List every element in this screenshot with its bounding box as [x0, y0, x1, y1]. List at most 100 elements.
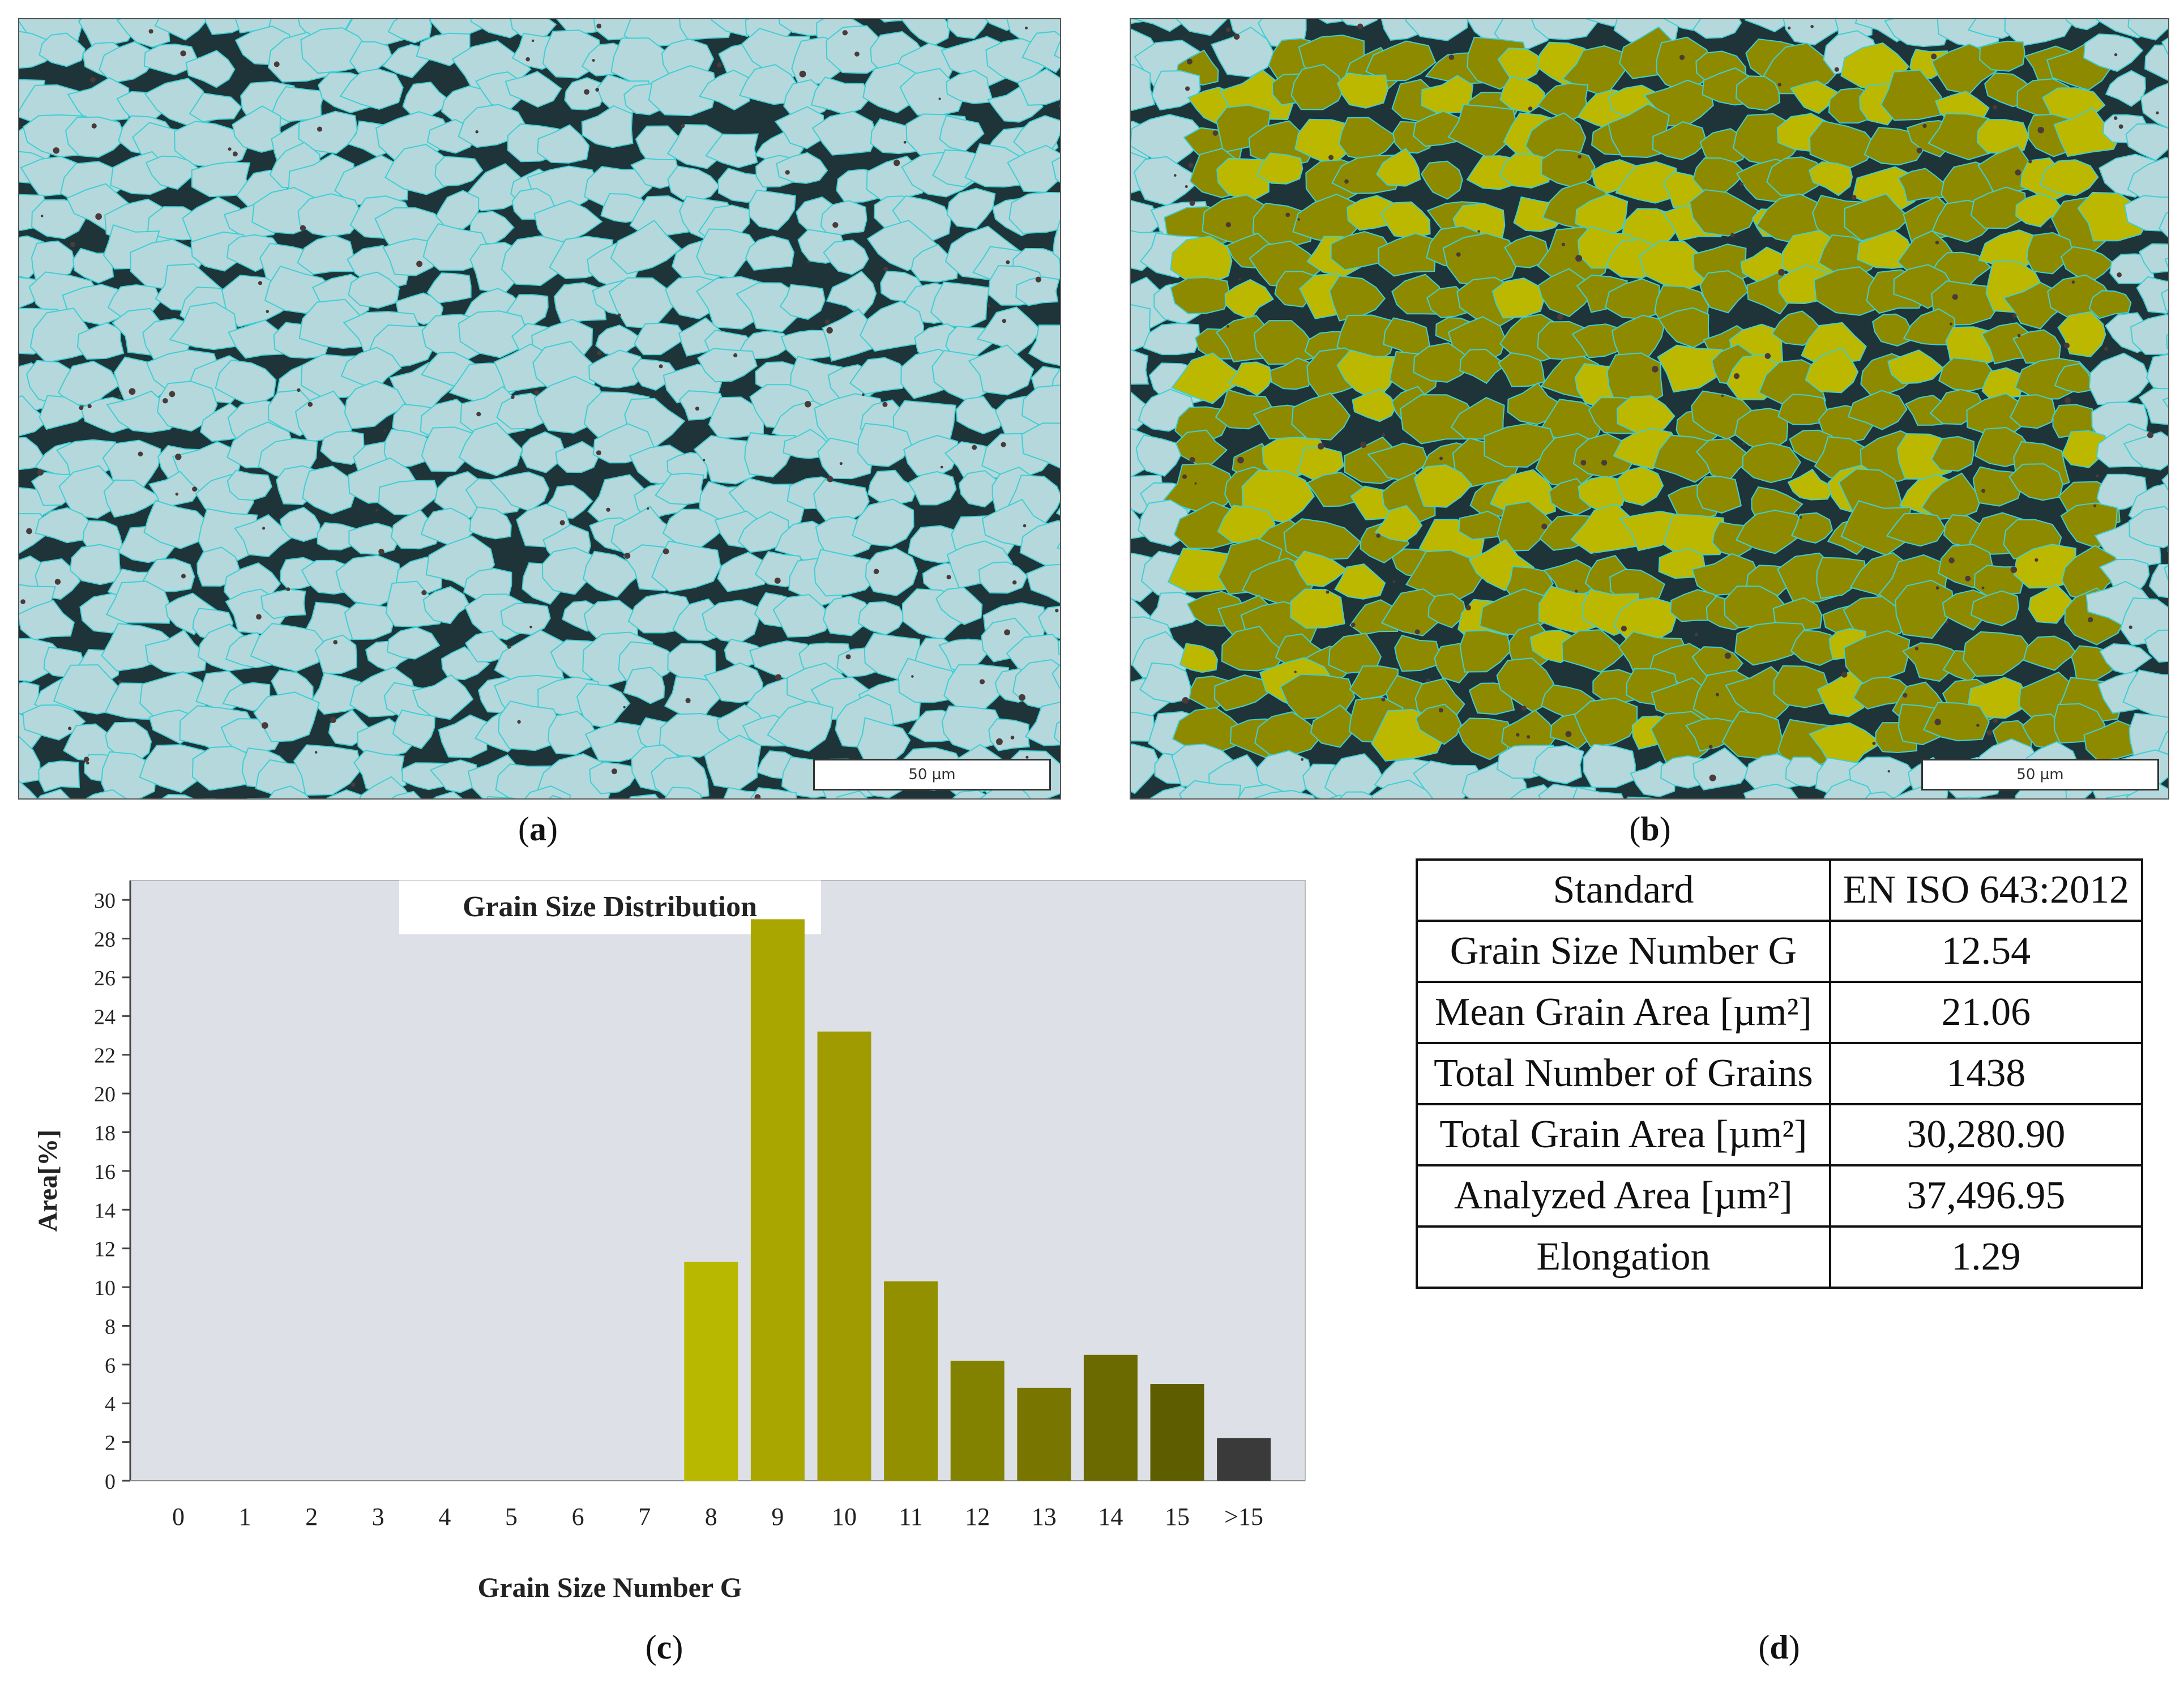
x-tick-label: 4	[438, 1503, 451, 1531]
inclusion-dot	[1477, 230, 1481, 233]
grain	[1853, 676, 1912, 710]
grain	[2138, 243, 2168, 274]
inclusion-dot	[1189, 457, 1195, 463]
inclusion-dot	[804, 400, 811, 408]
grain	[1135, 434, 1182, 477]
grain	[2157, 730, 2168, 755]
grain	[576, 683, 631, 729]
grain	[537, 124, 590, 164]
grain	[1605, 278, 1661, 320]
inclusion-dot	[1931, 53, 1937, 59]
inclusion-dot	[95, 213, 102, 220]
grain	[2083, 33, 2144, 72]
grain	[1657, 307, 1709, 348]
grain	[1413, 342, 1474, 383]
grain	[1352, 388, 1397, 422]
caption-d-letter: d	[1770, 1629, 1789, 1666]
grain	[1898, 703, 1941, 746]
grain	[1790, 630, 1838, 666]
grain	[501, 235, 567, 287]
inclusion-dot	[733, 353, 738, 358]
inclusion-dot	[1012, 580, 1017, 585]
grain	[1689, 189, 1759, 237]
grain	[634, 322, 687, 356]
inclusion-dot	[228, 147, 232, 151]
grain	[772, 593, 834, 638]
inclusion-dot	[946, 575, 951, 580]
grain	[1570, 503, 1638, 554]
grain	[1572, 787, 1624, 798]
bar-14	[1083, 1354, 1138, 1481]
grain	[1052, 664, 1060, 690]
inclusion-dot	[1935, 240, 1939, 245]
grain	[1959, 796, 1973, 798]
table-label-cell: Standard	[1416, 858, 1831, 922]
grain	[2161, 288, 2168, 313]
inclusion-dot	[2037, 126, 2044, 134]
grain	[1459, 630, 1511, 673]
grain	[1053, 721, 1060, 744]
inclusion-dot	[827, 476, 834, 482]
inclusion-dot	[511, 395, 515, 399]
grain	[1805, 347, 1859, 394]
grain-statistics-table: Standard EN ISO 643:2012 Grain Size Number…	[1416, 858, 2144, 1289]
inclusion-dot	[987, 304, 990, 307]
grain	[693, 435, 762, 485]
inclusion-dot	[1934, 719, 1941, 725]
table-row: Analyzed Area [µm²] 37,496.95	[1416, 1164, 2144, 1228]
grain	[348, 522, 401, 555]
grain	[1179, 643, 1219, 673]
grain	[564, 77, 605, 110]
grain	[185, 50, 236, 88]
inclusion-dot	[1285, 212, 1290, 217]
grain	[1735, 75, 1781, 111]
inclusion-dot	[2114, 53, 2118, 57]
grain	[489, 471, 550, 512]
table-label-cell: Analyzed Area [µm²]	[1416, 1164, 1831, 1228]
grain	[190, 231, 246, 272]
inclusion-dot	[129, 388, 136, 395]
grain	[1007, 144, 1060, 193]
inclusion-dot	[1185, 185, 1188, 188]
grain	[1734, 622, 1811, 666]
caption-a-letter: a	[529, 810, 546, 848]
grain	[250, 623, 327, 672]
grain	[857, 717, 911, 765]
grain	[161, 793, 194, 798]
inclusion-dot	[596, 450, 601, 456]
grain	[556, 19, 606, 35]
grain	[392, 709, 436, 750]
grain	[39, 395, 91, 430]
inclusion-dot	[799, 70, 806, 78]
grain	[2127, 156, 2168, 203]
grain	[358, 776, 412, 798]
grain	[1051, 157, 1060, 183]
inclusion-dot	[1019, 694, 1025, 701]
inclusion-dot	[54, 579, 61, 585]
inclusion-dot	[261, 722, 268, 729]
inclusion-dot	[695, 407, 699, 411]
inclusion-dot	[595, 88, 599, 92]
grain	[1611, 314, 1666, 364]
grain	[1901, 642, 1967, 682]
inclusion-dot	[1965, 575, 1971, 582]
inclusion-dot	[169, 391, 176, 398]
grain	[2008, 463, 2063, 501]
grain	[1459, 348, 1507, 384]
caption-a: (a)	[518, 810, 558, 848]
grain	[744, 431, 796, 478]
grain	[946, 19, 989, 40]
table-row: Total Grain Area [µm²] 30,280.90	[1416, 1103, 2144, 1166]
inclusion-dot	[1025, 26, 1028, 29]
caption-c: (c)	[645, 1629, 683, 1666]
grain	[1744, 753, 1802, 792]
inclusion-dot	[1465, 605, 1471, 611]
x-tick-label: 14	[1098, 1503, 1123, 1531]
grain	[348, 271, 400, 309]
grain	[651, 540, 721, 593]
grain	[293, 744, 362, 796]
grain	[750, 787, 797, 798]
table-value-cell: 1438	[1828, 1042, 2144, 1105]
grain	[849, 357, 909, 395]
grain	[584, 721, 649, 763]
